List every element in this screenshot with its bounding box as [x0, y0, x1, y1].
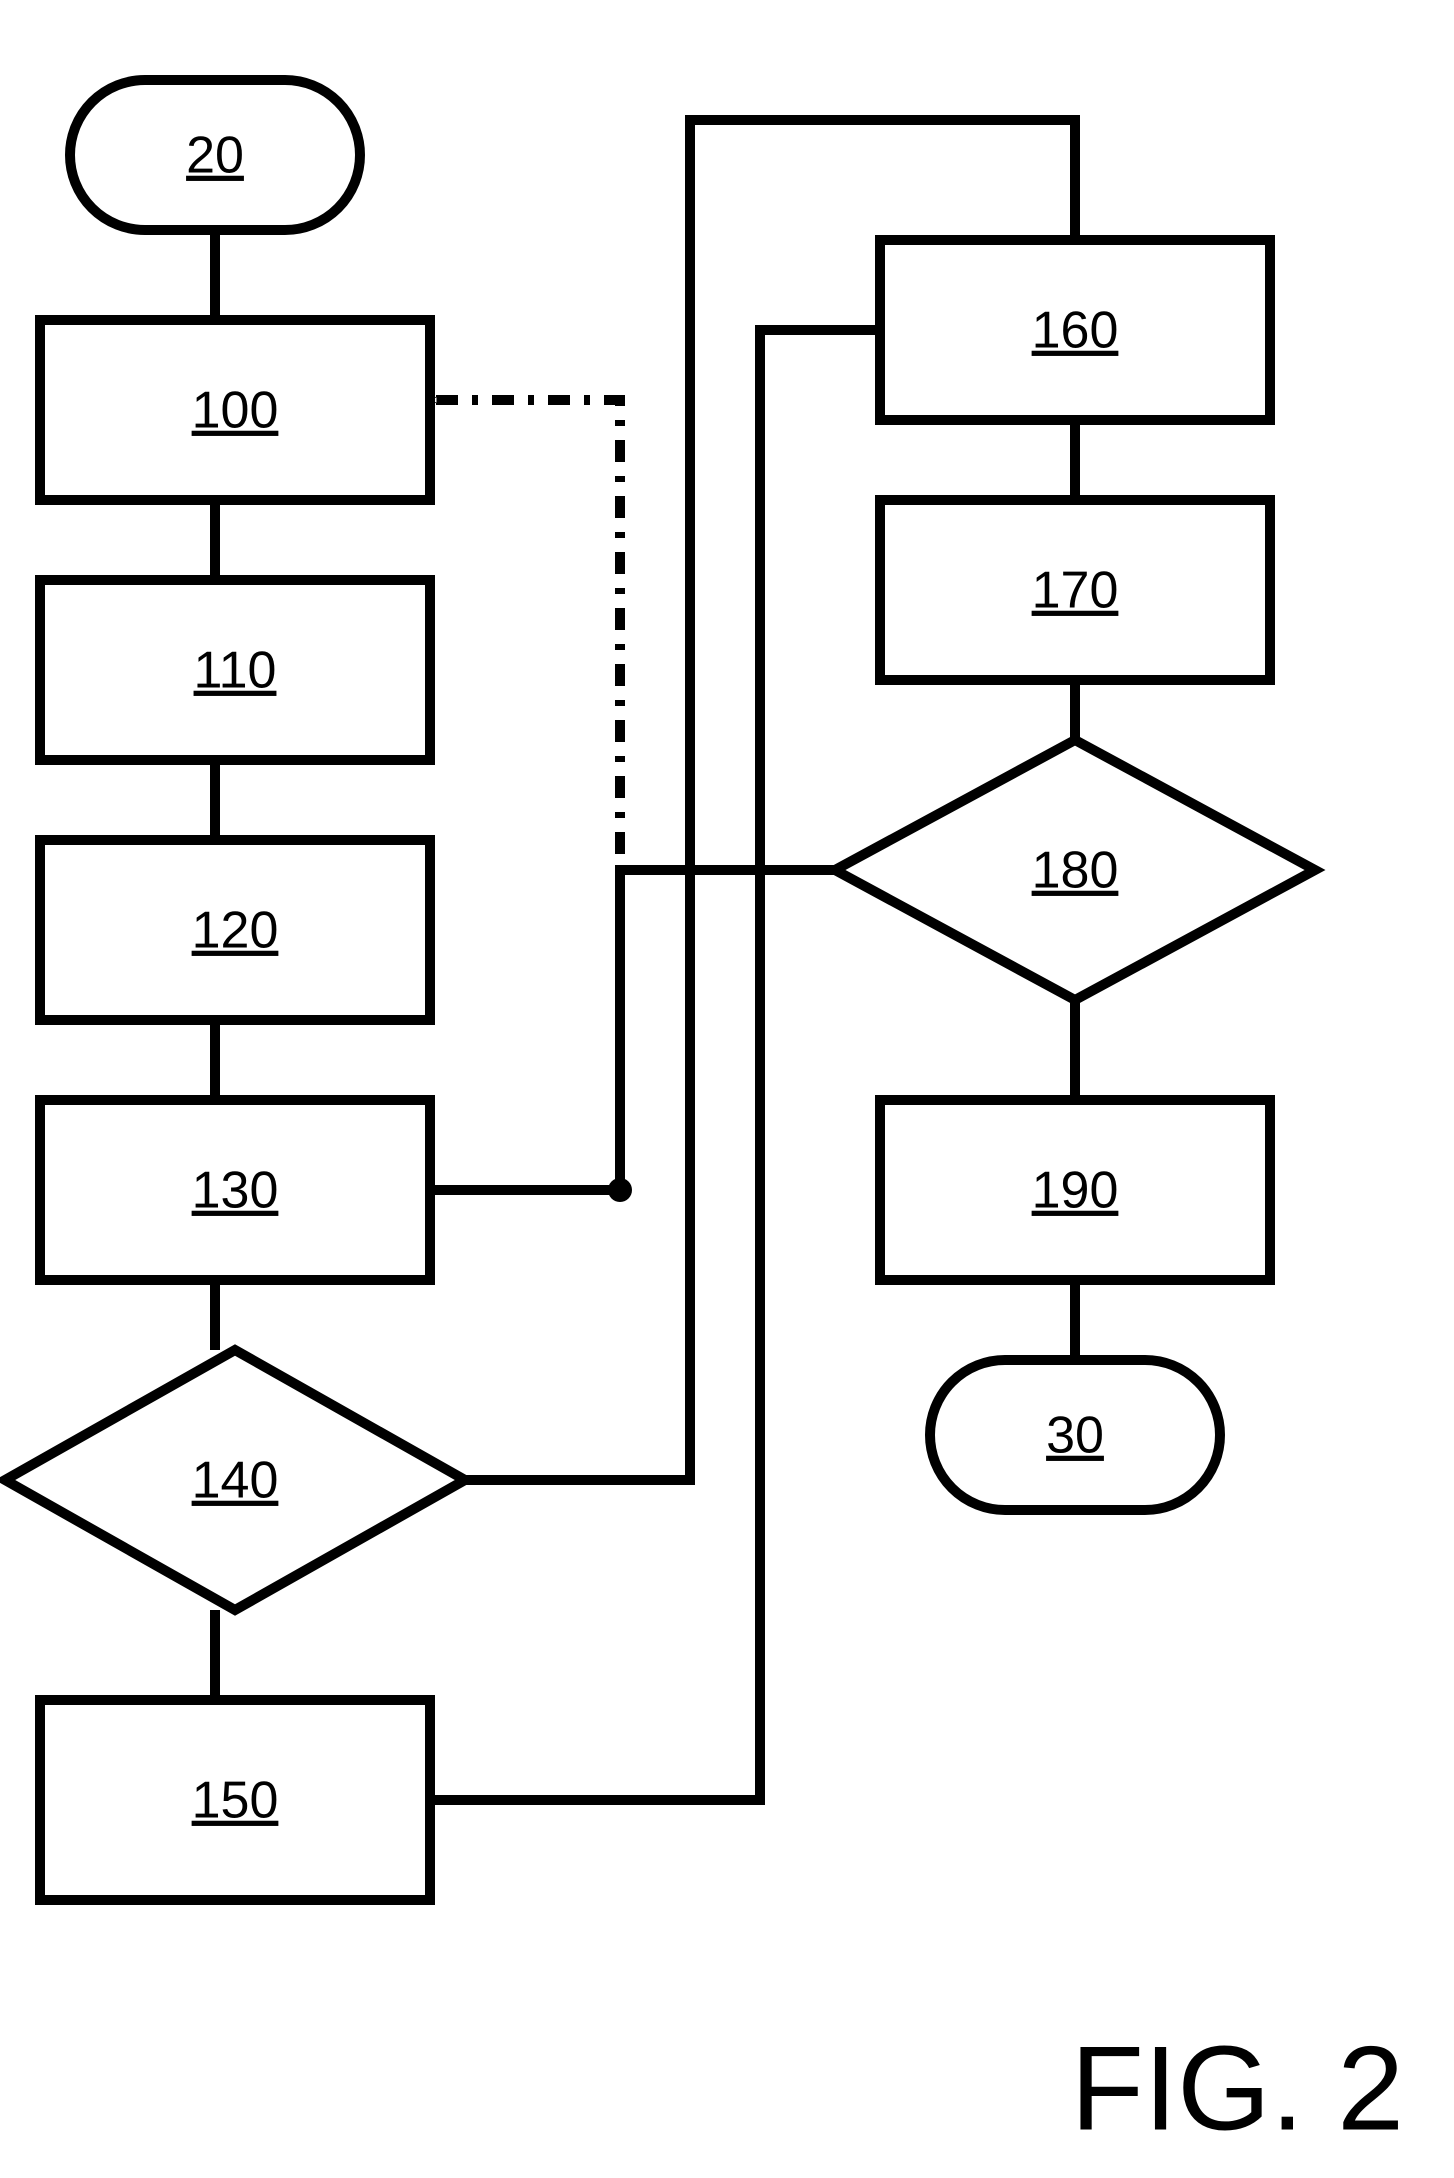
node-label: 20: [186, 127, 244, 185]
node-140: 140: [5, 1350, 465, 1610]
node-130: 130: [40, 1100, 430, 1280]
node-label: 140: [192, 1452, 279, 1510]
node-label: 100: [192, 382, 279, 440]
node-180: 180: [835, 740, 1315, 1000]
node-190: 190: [880, 1100, 1270, 1280]
node-160: 160: [880, 240, 1270, 420]
node-110: 110: [40, 580, 430, 760]
flowchart-diagram: 20 100 110 120 130 140 150 160 170 180 190 30 FIG. 2: [0, 0, 1454, 2178]
node-170: 170: [880, 500, 1270, 680]
node-label: 190: [1032, 1162, 1119, 1220]
node-label: 160: [1032, 302, 1119, 360]
node-label: 110: [194, 642, 277, 700]
node-label: 130: [192, 1162, 279, 1220]
node-label: 180: [1032, 842, 1119, 900]
flow-edge: [430, 400, 620, 1190]
node-30: 30: [930, 1360, 1220, 1510]
node-label: 120: [192, 902, 279, 960]
node-label: 30: [1046, 1407, 1104, 1465]
flow-edge: [430, 330, 880, 1800]
node-120: 120: [40, 840, 430, 1020]
node-label: 150: [192, 1772, 279, 1830]
figure-label: FIG. 2: [1071, 2022, 1404, 2156]
node-label: 170: [1032, 562, 1119, 620]
node-20: 20: [70, 80, 360, 230]
node-150: 150: [40, 1700, 430, 1900]
flow-edge: [430, 870, 835, 1190]
node-100: 100: [40, 320, 430, 500]
